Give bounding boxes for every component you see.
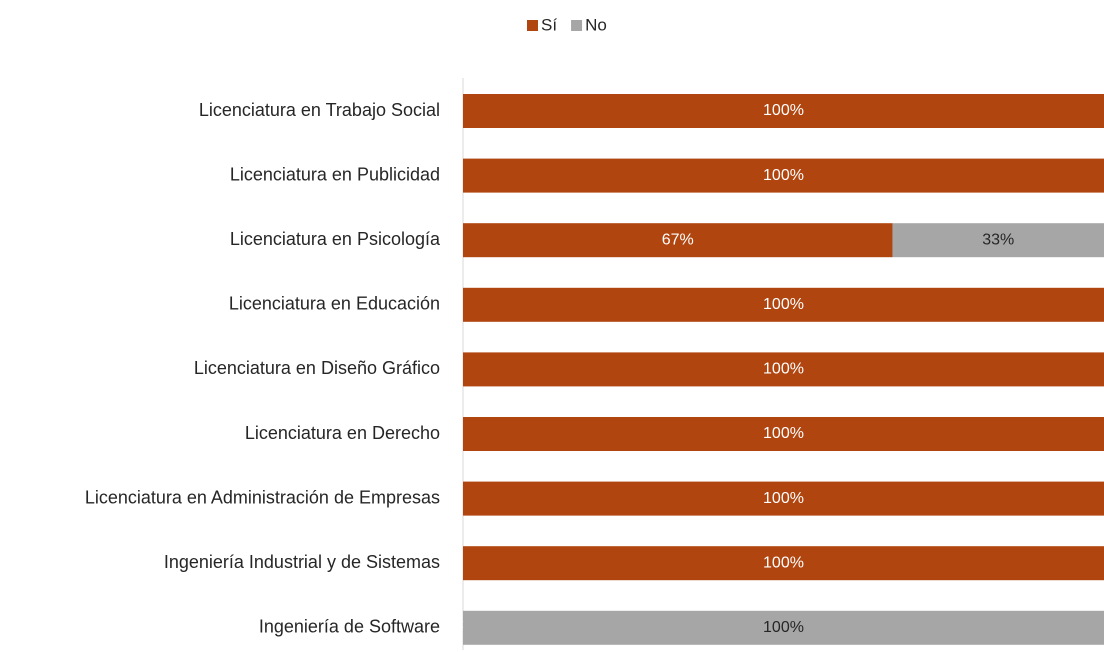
- category-label: Licenciatura en Derecho: [245, 423, 440, 443]
- bar: [463, 223, 893, 258]
- value-label: 100%: [763, 425, 804, 442]
- bar: [463, 352, 1104, 387]
- bar: [463, 610, 1104, 645]
- bar: [463, 546, 1104, 581]
- category-label: Licenciatura en Psicología: [230, 229, 441, 249]
- value-label: 100%: [763, 296, 804, 313]
- value-label: 100%: [763, 554, 804, 571]
- value-label: 100%: [763, 102, 804, 119]
- bar: [463, 158, 1104, 193]
- category-label: Ingeniería Industrial y de Sistemas: [164, 552, 440, 572]
- category-label: Ingeniería de Software: [259, 617, 440, 637]
- bar: [463, 287, 1104, 322]
- legend-label: Sí: [541, 15, 557, 34]
- category-label: Licenciatura en Diseño Gráfico: [194, 358, 440, 378]
- value-label: 100%: [763, 619, 804, 636]
- bar: [463, 94, 1104, 128]
- category-label: Licenciatura en Administración de Empres…: [85, 487, 440, 507]
- legend-swatch: [527, 20, 538, 31]
- category-label: Licenciatura en Trabajo Social: [199, 100, 440, 120]
- category-label: Licenciatura en Publicidad: [230, 164, 440, 184]
- value-label: 33%: [982, 231, 1014, 248]
- legend-label: No: [585, 15, 607, 34]
- bar: [463, 417, 1104, 451]
- value-label: 67%: [662, 231, 694, 248]
- bar: [892, 223, 1104, 258]
- category-label: Licenciatura en Educación: [229, 294, 440, 314]
- legend-swatch: [571, 20, 583, 31]
- value-label: 100%: [763, 167, 804, 184]
- bar: [463, 481, 1104, 516]
- value-label: 100%: [763, 490, 804, 507]
- value-label: 100%: [763, 361, 804, 378]
